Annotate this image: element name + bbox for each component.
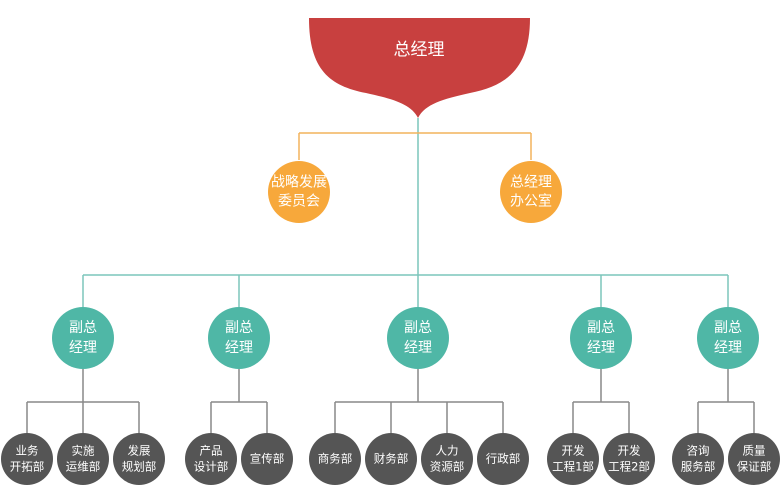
node-label-line: 经理 [587,340,615,356]
node-label-line: 商务部 [318,452,353,466]
org-nodes: 总经理战略发展委员会总经理办公室副总经理业务开拓部实施运维部发展规划部副总经理产… [1,18,780,485]
node-label-line: 咨询 [687,444,710,458]
node-label-line: 运维部 [66,460,101,474]
node-label-line: 工程1部 [552,460,594,474]
department-node-shape [477,433,529,485]
department-node-shape [728,433,780,485]
ceo-label: 总经理 [394,40,445,60]
department-node: 宣传部 [241,433,293,485]
node-label-line: 业务 [16,444,39,458]
node-label-line: 保证部 [737,460,772,474]
department-node-shape [1,433,53,485]
department-node: 财务部 [365,433,417,485]
node-label-line: 经理 [225,340,253,356]
department-node-shape [309,433,361,485]
node-label-line: 财务部 [374,452,409,466]
node-label-line: 副总 [587,320,615,336]
ceo-node: 总经理 [309,18,530,118]
department-node: 商务部 [309,433,361,485]
node-label-line: 质量 [743,444,766,458]
vp-node-shape [208,307,270,369]
ceo-drop-shape [309,18,530,118]
node-label-line: 办公室 [510,193,552,210]
department-node-shape [365,433,417,485]
node-label-line: 开发 [562,444,585,458]
node-label-line: 经理 [714,340,742,356]
node-label-line: 战略发展 [271,175,327,191]
node-label-line: 开拓部 [10,460,45,474]
node-label-line: 宣传部 [250,452,285,466]
department-node-shape [421,433,473,485]
node-label-line: 实施 [72,444,95,458]
node-label-line: 委员会 [278,194,320,210]
node-label-line: 行政部 [486,452,521,466]
department-node: 行政部 [477,433,529,485]
node-label-line: 规划部 [122,460,157,474]
department-node-shape [185,433,237,485]
node-label-line: 服务部 [681,460,716,474]
node-label-line: 发展 [128,444,151,458]
department-node-shape [547,433,599,485]
department-node-shape [672,433,724,485]
node-label-line: 副总 [404,320,432,336]
department-node-shape [241,433,293,485]
node-label-line: 总经理 [510,175,552,191]
node-label-line: 资源部 [430,460,465,474]
node-label-line: 人力 [436,444,459,458]
node-label-line: 设计部 [194,460,229,474]
node-label-line: 副总 [69,320,97,336]
vp-node-shape [52,307,114,369]
node-label-line: 产品 [200,444,223,458]
node-label-line: 经理 [69,340,97,356]
node-label-line: 工程2部 [608,460,650,474]
vp-node-shape [697,307,759,369]
vp-node-shape [570,307,632,369]
vp-node-shape [387,307,449,369]
node-label-line: 经理 [404,340,432,356]
staff-node-shape [268,161,330,223]
node-label-line: 副总 [225,320,253,336]
department-node-shape [603,433,655,485]
department-node-shape [57,433,109,485]
staff-node-shape [500,161,562,223]
department-node-shape [113,433,165,485]
node-label-line: 副总 [714,320,742,336]
connector-lines [26,118,755,433]
node-label-line: 开发 [618,444,641,458]
